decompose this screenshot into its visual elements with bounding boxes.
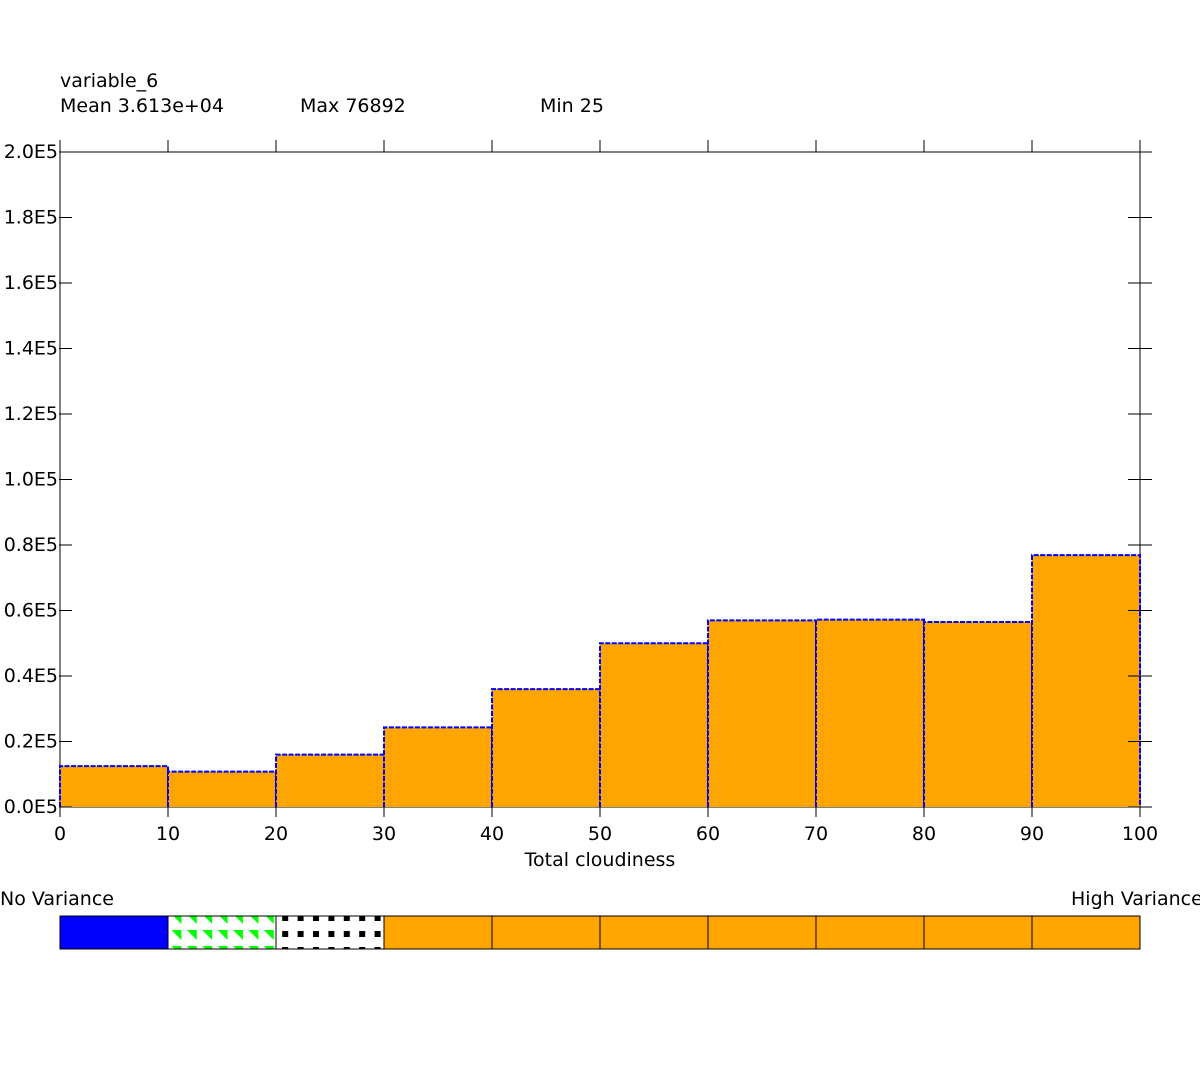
min-stat: Min 25 <box>540 95 604 117</box>
legend-cell-orange <box>815 915 925 950</box>
variance-legend-bar <box>59 915 1141 950</box>
x-tick-label: 100 <box>1122 823 1158 845</box>
legend-cell-orange <box>923 915 1033 950</box>
legend-cell-orange <box>707 915 817 950</box>
bar-outline <box>815 618 925 807</box>
histogram-bar <box>276 754 384 807</box>
x-tick-label: 60 <box>696 823 720 845</box>
x-tick-label: 40 <box>480 823 504 845</box>
histogram-bar <box>60 766 168 807</box>
y-tick-label: 1.4E5 <box>4 338 58 360</box>
legend-cell-solid-blue <box>59 915 169 950</box>
legend-cell-orange <box>599 915 709 950</box>
y-tick-label: 0.2E5 <box>4 731 58 753</box>
bar-outline <box>491 688 601 807</box>
max-stat: Max 76892 <box>300 95 406 117</box>
histogram-bar <box>492 689 600 807</box>
x-tick-label: 0 <box>54 823 66 845</box>
legend-cell-black-squares <box>275 915 385 950</box>
legend-cell-orange <box>1031 915 1141 950</box>
bar-outline <box>167 770 277 807</box>
no-variance-label: No Variance <box>0 888 114 910</box>
y-tick-label: 0.8E5 <box>4 534 58 556</box>
histogram-bar <box>600 643 708 807</box>
x-tick-label: 20 <box>264 823 288 845</box>
x-tick-label: 70 <box>804 823 828 845</box>
x-tick-label: 80 <box>912 823 936 845</box>
bar-outline <box>383 726 493 807</box>
y-tick-label: 1.8E5 <box>4 207 58 229</box>
bars-group <box>59 554 1141 807</box>
y-tick-label: 0.0E5 <box>4 796 58 818</box>
legend-cell-green-triangles <box>167 915 277 950</box>
histogram-bar <box>816 619 924 807</box>
x-tick-label: 90 <box>1020 823 1044 845</box>
histogram-bar <box>1032 555 1140 807</box>
x-tick-label: 10 <box>156 823 180 845</box>
high-variance-label: High Variance <box>1071 888 1200 910</box>
legend-cell-orange <box>491 915 601 950</box>
bar-outline <box>1031 554 1141 807</box>
histogram-bar <box>708 620 816 807</box>
x-tick-label: 50 <box>588 823 612 845</box>
y-tick-label: 0.4E5 <box>4 665 58 687</box>
legend-cell-orange <box>383 915 493 950</box>
histogram-bar <box>924 621 1032 807</box>
mean-stat: Mean 3.613e+04 <box>60 95 224 117</box>
x-axis-label: Total cloudiness <box>524 849 676 871</box>
y-tick-label: 1.2E5 <box>4 403 58 425</box>
y-tick-label: 1.6E5 <box>4 272 58 294</box>
x-tick-label: 30 <box>372 823 396 845</box>
axes-group: 0.0E5 0.2E5 0.4E5 0.6E5 0.8E5 1.0E5 1.2E5 1.4E5… <box>4 140 1158 845</box>
histogram-bar <box>168 771 276 807</box>
histogram-bar <box>384 727 492 807</box>
variable-name: variable_6 <box>60 70 159 92</box>
y-tick-label: 1.0E5 <box>4 469 58 491</box>
y-tick-label: 0.6E5 <box>4 600 58 622</box>
y-tick-label: 2.0E5 <box>4 141 58 163</box>
